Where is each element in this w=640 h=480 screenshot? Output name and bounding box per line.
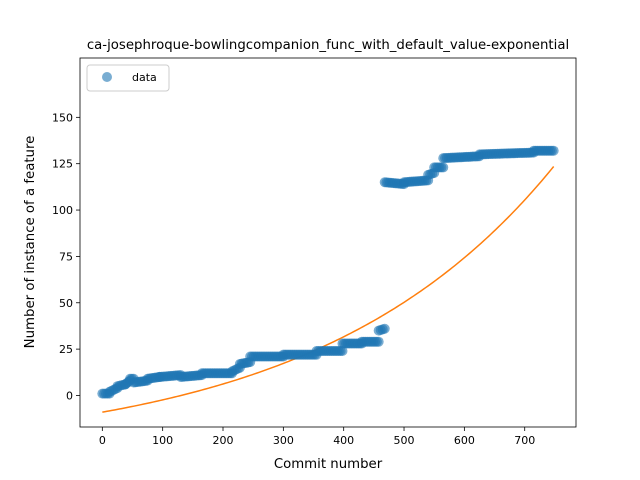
fit-line-layer — [102, 166, 555, 413]
fit-line — [102, 166, 555, 413]
data-point — [379, 323, 390, 334]
x-axis-label: Commit number — [274, 457, 383, 472]
scatter-layer — [97, 145, 559, 399]
x-tick-label: 0 — [99, 434, 106, 447]
x-tick-label: 300 — [273, 434, 294, 447]
data-point — [438, 162, 449, 173]
y-tick-label: 50 — [59, 297, 73, 310]
x-tick-label: 700 — [514, 434, 535, 447]
y-tick-label: 150 — [52, 111, 73, 124]
y-tick-label: 25 — [59, 343, 73, 356]
legend: data — [86, 64, 170, 92]
axes-border — [79, 57, 577, 428]
axes-background — [80, 58, 576, 427]
y-tick-label: 100 — [52, 204, 73, 217]
plot-area — [79, 57, 577, 428]
data-point — [373, 336, 384, 347]
legend-marker-data — [102, 72, 112, 82]
x-tick-label: 600 — [454, 434, 475, 447]
y-axis-ticks: 0 25 50 75 100 125 150 — [52, 111, 80, 402]
x-tick-label: 100 — [152, 434, 173, 447]
x-tick-label: 500 — [394, 434, 415, 447]
chart-title: ca-josephroque-bowlingcompanion_func_wit… — [87, 38, 569, 53]
y-axis-label: Number of instance of a feature — [23, 136, 38, 349]
data-point — [548, 145, 559, 156]
x-axis-ticks: 0 100 200 300 400 500 600 700 — [99, 427, 535, 447]
y-tick-label: 0 — [66, 389, 73, 402]
x-tick-label: 200 — [213, 434, 234, 447]
x-tick-label: 400 — [333, 434, 354, 447]
y-tick-label: 75 — [59, 250, 73, 263]
legend-label-data: data — [132, 71, 157, 84]
legend-box — [86, 64, 170, 92]
y-tick-label: 125 — [52, 158, 73, 171]
